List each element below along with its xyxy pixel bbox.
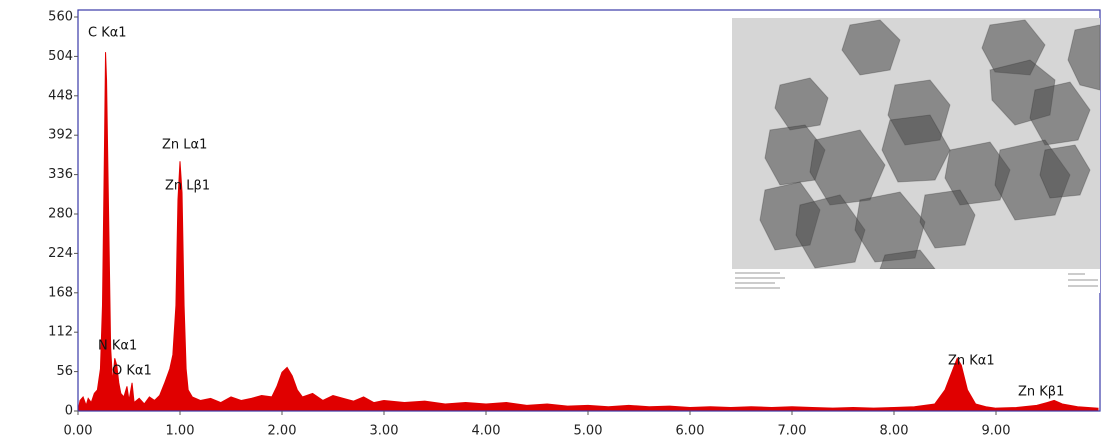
peak-label: Zn Kβ1 [1018, 385, 1064, 400]
peak-label: C Kα1 [88, 26, 127, 41]
inset-image [732, 18, 1100, 293]
y-tick-label: 224 [48, 246, 73, 261]
x-tick-label: 4.00 [472, 424, 501, 439]
y-tick-label: 448 [48, 88, 73, 103]
x-tick-label: 9.00 [982, 424, 1011, 439]
x-tick-label: 8.00 [880, 424, 909, 439]
y-tick-label: 168 [48, 285, 73, 300]
x-tick-label: 5.00 [574, 424, 603, 439]
y-tick-label: 280 [48, 207, 73, 222]
x-tick-label: 6.00 [676, 424, 705, 439]
x-tick-label: 7.00 [778, 424, 807, 439]
peak-label: Zn Kα1 [948, 354, 995, 369]
y-tick-label: 336 [48, 167, 73, 182]
peak-label: Zn Lβ1 [165, 179, 210, 194]
x-tick-label: 3.00 [370, 424, 399, 439]
x-tick-label: 0.00 [64, 424, 93, 439]
x-tick-label: 1.00 [166, 424, 195, 439]
peak-label: O Kα1 [112, 364, 152, 379]
y-tick-label: 0 [65, 404, 73, 419]
y-tick-label: 56 [56, 364, 73, 379]
x-tick-label: 2.00 [268, 424, 297, 439]
chart: 0 56 112 168 224 280 336 392 448 504 560 0.00 1.00 2.… [0, 0, 1102, 443]
y-tick-label: 112 [48, 325, 73, 340]
peak-label: N Kα1 [98, 339, 137, 354]
y-tick-label: 392 [48, 128, 73, 143]
peak-label: Zn Lα1 [162, 138, 207, 153]
y-tick-label: 560 [48, 10, 73, 25]
y-tick-label: 504 [48, 49, 73, 64]
